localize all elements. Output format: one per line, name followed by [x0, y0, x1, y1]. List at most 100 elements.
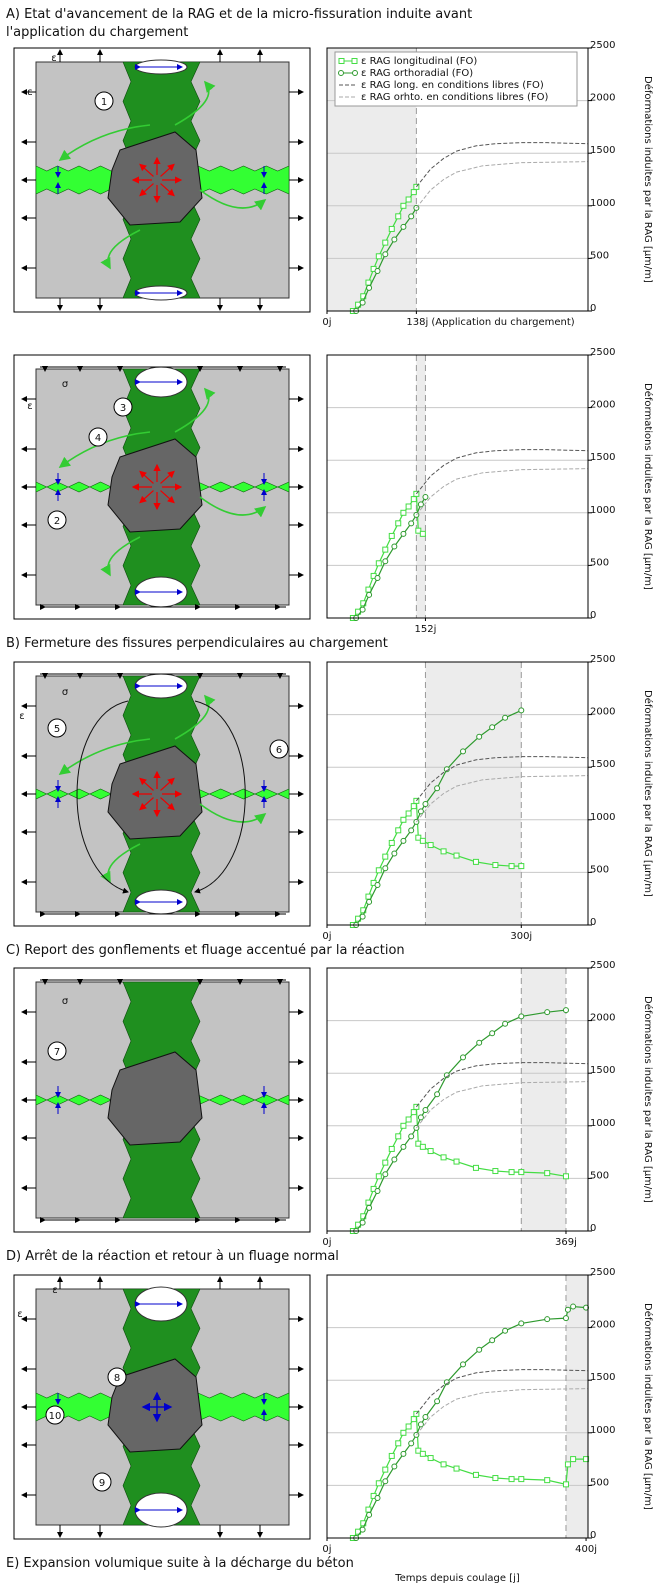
aggregate [107, 745, 203, 840]
point-marker [382, 558, 389, 565]
point-marker [374, 268, 381, 275]
highlight-period [565, 1275, 588, 1538]
swelling-arrow [160, 183, 175, 197]
point-marker [453, 852, 460, 859]
series-line [352, 798, 522, 926]
swelling-arrow [160, 490, 175, 504]
point-marker [472, 1164, 479, 1171]
series-line [415, 1062, 589, 1108]
point-marker [382, 546, 389, 553]
swelling-arrow [160, 797, 175, 811]
y-tick-label: 500 [590, 864, 609, 875]
y-tick-label: 2000 [590, 1013, 615, 1024]
point-marker [405, 1116, 412, 1123]
point-marker [400, 1143, 407, 1150]
horizontal-crack [197, 165, 290, 195]
point-marker [366, 591, 373, 598]
point-marker [405, 196, 412, 203]
point-marker [434, 1091, 441, 1098]
point-marker [400, 202, 407, 209]
plot-background [327, 355, 588, 618]
point-marker [419, 837, 426, 844]
point-marker [518, 1013, 525, 1020]
aggregate [107, 438, 203, 533]
point-marker [502, 714, 509, 721]
x-tick-label: 400j [575, 1544, 597, 1555]
point-marker [570, 1456, 577, 1463]
plot-background [327, 1275, 588, 1538]
point-marker [374, 1188, 381, 1195]
y-tick-label: 1500 [590, 759, 615, 770]
y-tick-label: 500 [590, 1170, 609, 1181]
y-tick-label: 1500 [590, 1065, 615, 1076]
y-tick-label: 2500 [590, 40, 615, 51]
point-marker [395, 213, 402, 220]
swelling-arrow [139, 183, 154, 197]
panel-title: C) Report des gonflements et fluage acce… [6, 943, 405, 958]
x-tick-label: 0j [322, 931, 331, 942]
migration-arrow [174, 80, 216, 126]
point-marker [395, 520, 402, 527]
point-marker [374, 575, 381, 582]
point-marker [400, 530, 407, 537]
point-marker [408, 213, 415, 220]
point-marker [492, 1168, 499, 1175]
point-marker [417, 501, 424, 508]
point-marker [489, 724, 496, 731]
point-marker [391, 236, 398, 243]
point-marker [359, 299, 366, 306]
point-marker [564, 1306, 571, 1313]
panel-title: D) Arrêt de la réaction et retour à un f… [6, 1249, 339, 1264]
point-marker [518, 1320, 525, 1327]
callout-number: 10 [49, 1411, 62, 1422]
y-tick-label: 2000 [590, 707, 615, 718]
x-tick-label: 152j [415, 624, 437, 635]
point-marker [460, 748, 467, 755]
point-marker [508, 863, 515, 870]
point-marker [583, 1456, 590, 1463]
legend-label: ε RAG long. en conditions libres (FO) [361, 80, 544, 91]
point-marker [583, 1304, 590, 1311]
point-marker [460, 1361, 467, 1368]
point-marker [415, 1447, 422, 1454]
symbol-label: ε [19, 711, 24, 722]
aggregate [107, 1051, 203, 1146]
point-marker [366, 898, 373, 905]
creep-arrow [194, 700, 246, 894]
series-line [415, 775, 589, 823]
swelling-arrow [139, 777, 154, 791]
x-tick-label: 369j [555, 1237, 577, 1248]
point-marker [405, 810, 412, 817]
point-marker [562, 1481, 569, 1488]
point-marker [502, 1020, 509, 1027]
label-circle [47, 718, 67, 738]
migration-arrow [174, 387, 216, 433]
point-marker [400, 223, 407, 230]
callout-number: 9 [99, 1478, 105, 1489]
y-tick-label: 2500 [590, 347, 615, 358]
migration-arrow [100, 536, 141, 577]
x-tick-label: 0j [322, 317, 331, 328]
y-tick-label: 0 [590, 1530, 596, 1541]
point-marker [518, 707, 525, 714]
y-tick-label: 1000 [590, 812, 615, 823]
point-marker [391, 850, 398, 857]
label-circle [113, 397, 133, 417]
legend-marker [351, 58, 358, 64]
label-circle [94, 91, 114, 111]
point-marker [417, 1114, 424, 1121]
y-tick-label: 1000 [590, 505, 615, 516]
y-tick-label: 2500 [590, 1267, 615, 1278]
point-marker [382, 853, 389, 860]
plot-frame [326, 661, 589, 926]
point-marker [391, 1156, 398, 1163]
y-axis-label: Déformations induites par la RAG [µm/m] [642, 996, 654, 1203]
point-marker [443, 766, 450, 773]
point-marker [382, 251, 389, 258]
label-circle [45, 1405, 65, 1425]
point-marker [460, 1054, 467, 1061]
aggregate [107, 131, 203, 226]
swelling-arrow [139, 470, 154, 484]
y-axis-label: Déformations induites par la RAG [µm/m] [642, 1303, 654, 1510]
